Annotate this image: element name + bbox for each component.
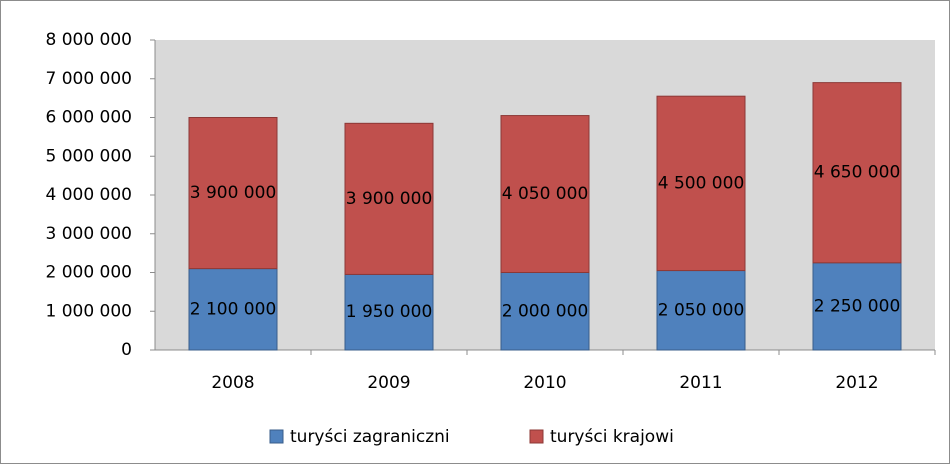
y-tick-label: 8 000 000 xyxy=(45,30,132,50)
data-label: 3 900 000 xyxy=(190,183,277,203)
y-tick-label: 2 000 000 xyxy=(45,263,132,283)
legend-swatch xyxy=(529,429,544,444)
bar-segment xyxy=(500,272,590,351)
legend-label: turyści zagraniczni xyxy=(290,427,450,447)
data-label: 4 500 000 xyxy=(658,173,745,193)
bar-segment xyxy=(188,117,278,270)
x-tick-label: 2011 xyxy=(679,373,722,393)
bar-segment xyxy=(188,268,278,351)
y-tick-label: 3 000 000 xyxy=(45,224,132,244)
legend-label: turyści krajowi xyxy=(550,427,674,447)
data-label: 1 950 000 xyxy=(346,302,433,322)
bar-segment xyxy=(500,115,590,273)
y-tick-label: 6 000 000 xyxy=(45,108,132,128)
bar-segment xyxy=(656,95,746,272)
y-tick-label: 7 000 000 xyxy=(45,69,132,89)
legend-swatch xyxy=(269,429,284,444)
y-tick-label: 4 000 000 xyxy=(45,185,132,205)
bar-segment xyxy=(344,273,434,351)
y-tick-label: 0 xyxy=(121,340,132,360)
y-tick-label: 1 000 000 xyxy=(45,301,132,321)
x-tick-label: 2008 xyxy=(211,373,254,393)
y-tick-label: 5 000 000 xyxy=(45,146,132,166)
data-label: 2 000 000 xyxy=(502,301,589,321)
bar-segment xyxy=(656,270,746,351)
bar-segment xyxy=(812,82,902,264)
x-tick-label: 2010 xyxy=(523,373,566,393)
x-tick-label: 2009 xyxy=(367,373,410,393)
data-label: 2 250 000 xyxy=(814,296,901,316)
x-tick-label: 2012 xyxy=(835,373,878,393)
data-label: 2 100 000 xyxy=(190,299,277,319)
data-label: 3 900 000 xyxy=(346,189,433,209)
data-label: 4 650 000 xyxy=(814,163,901,183)
data-label: 4 050 000 xyxy=(502,184,589,204)
bar-segment xyxy=(344,122,434,275)
data-label: 2 050 000 xyxy=(658,300,745,320)
bar-segment xyxy=(812,262,902,351)
